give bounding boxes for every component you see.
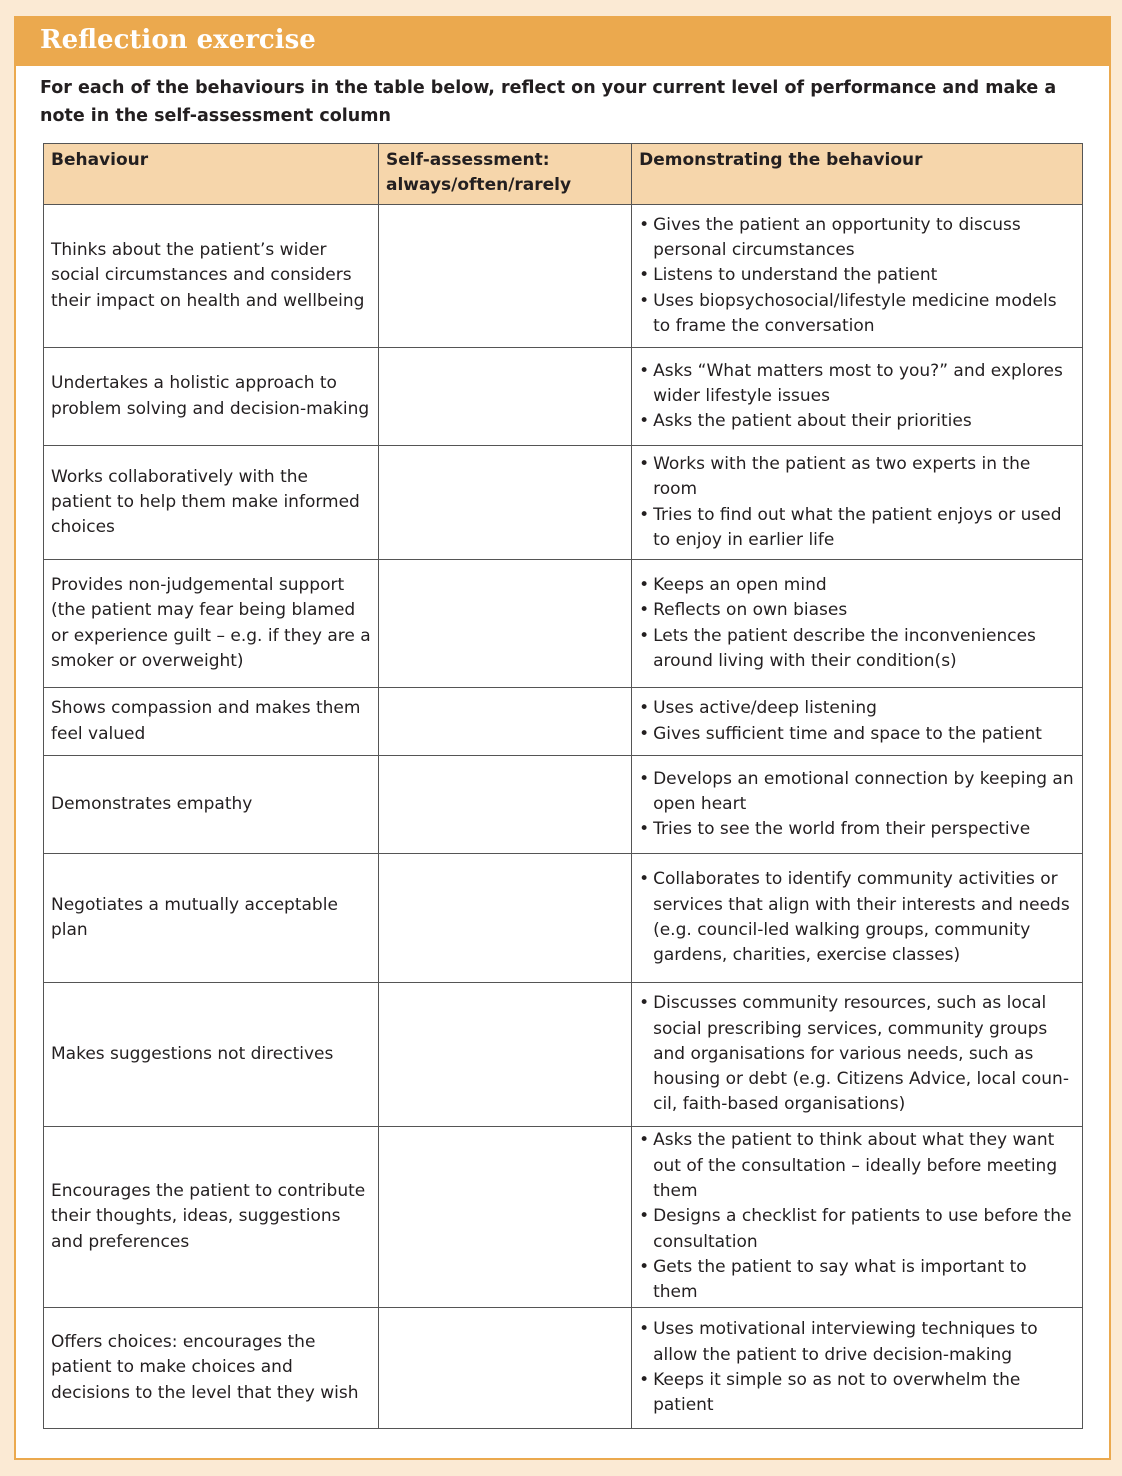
- demonstrating-cell: Asks the patient to think about what the…: [631, 1126, 1083, 1308]
- self-assessment-cell[interactable]: [377, 687, 633, 756]
- demonstrating-cell: Gives the patient an opportunity to disc…: [631, 204, 1083, 348]
- bullet-item: Listens to understand the patient: [639, 263, 1076, 289]
- header-behaviour: Behaviour: [43, 143, 379, 205]
- bullet-item: Keeps it simple so as not to overwhelm t…: [639, 1368, 1076, 1419]
- bullet-item: Asks “What matters most to you?” and exp…: [639, 359, 1076, 410]
- demonstrating-list: Keeps an open mindReflects on own biases…: [639, 573, 1076, 674]
- bullet-item: Designs a checklist for patients to use …: [639, 1204, 1076, 1255]
- table-row: Thinks about the patient’s wider social …: [43, 204, 1083, 348]
- bullet-item: Develops an emotional connection by keep…: [639, 767, 1076, 818]
- demonstrating-cell: Develops an emotional connection by keep…: [631, 755, 1083, 854]
- bullet-item: Tries to see the world from their perspe…: [639, 817, 1076, 843]
- table-row: Works collaboratively with the patient t…: [43, 445, 1083, 560]
- behaviour-cell: Offers choices: encourages the patient t…: [43, 1307, 379, 1429]
- demonstrating-list: Collaborates to identify community activ…: [639, 867, 1076, 968]
- bullet-item: Asks the patient about their priorities: [639, 409, 1076, 435]
- table-row: Negotiates a mutually acceptable plan Col…: [43, 853, 1083, 983]
- demonstrating-list: Uses active/deep listeningGives sufficie…: [639, 696, 1076, 747]
- self-assessment-cell[interactable]: [377, 204, 633, 348]
- table-row: Undertakes a holistic approach to proble…: [43, 347, 1083, 446]
- self-assessment-cell[interactable]: [377, 1126, 633, 1308]
- self-assessment-cell[interactable]: [377, 1307, 633, 1429]
- table-row: Provides non-judgemental support (the pa…: [43, 559, 1083, 688]
- table-row: Makes suggestions not directives Discusse…: [43, 982, 1083, 1127]
- bullet-item: Asks the patient to think about what the…: [639, 1128, 1076, 1204]
- self-assessment-cell[interactable]: [377, 559, 633, 688]
- demonstrating-list: Discusses community resources, such as l…: [639, 991, 1076, 1117]
- behaviour-table: Behaviour Self-assessment: always/often/…: [43, 143, 1083, 1429]
- behaviour-cell: Thinks about the patient’s wider social …: [43, 204, 379, 348]
- demonstrating-cell: Asks “What matters most to you?” and exp…: [631, 347, 1083, 446]
- table-row: Demonstrates empathy Develops an emotiona…: [43, 755, 1083, 854]
- demonstrating-cell: Keeps an open mindReflects on own biases…: [631, 559, 1083, 688]
- bullet-item: Works with the patient as two experts in…: [639, 452, 1076, 503]
- behaviour-cell: Makes suggestions not directives: [43, 982, 379, 1127]
- behaviour-cell: Demonstrates empathy: [43, 755, 379, 854]
- demonstrating-cell: Works with the patient as two experts in…: [631, 445, 1083, 560]
- self-assessment-cell[interactable]: [377, 982, 633, 1127]
- table-row: Encourages the patient to contribute the…: [43, 1126, 1083, 1308]
- demonstrating-list: Uses motivational interviewing technique…: [639, 1317, 1076, 1418]
- demonstrating-list: Asks the patient to think about what the…: [639, 1128, 1076, 1305]
- bullet-item: Uses biopsychosocial/lifestyle medicine …: [639, 289, 1076, 340]
- table-row: Offers choices: encourages the patient t…: [43, 1307, 1083, 1429]
- behaviour-cell: Encourages the patient to contribute the…: [43, 1126, 379, 1308]
- table-row: Shows compassion and makes them feel val…: [43, 687, 1083, 756]
- bullet-item: Gets the patient to say what is importan…: [639, 1255, 1076, 1306]
- demonstrating-cell: Uses active/deep listeningGives sufficie…: [631, 687, 1083, 756]
- behaviour-cell: Shows compassion and makes them feel val…: [43, 687, 379, 756]
- reflection-exercise-panel: Reflection exercise For each of the beha…: [14, 16, 1111, 1460]
- bullet-item: Lets the patient describe the inconvenie…: [639, 624, 1076, 675]
- self-assessment-cell[interactable]: [377, 445, 633, 560]
- bullet-item: Tries to find out what the patient enjoy…: [639, 503, 1076, 554]
- bullet-item: Uses motivational interviewing technique…: [639, 1317, 1076, 1368]
- demonstrating-list: Asks “What matters most to you?” and exp…: [639, 359, 1076, 435]
- header-demonstrating: Demonstrating the behaviour: [631, 143, 1083, 205]
- bullet-item: Gives the patient an opportunity to disc…: [639, 213, 1076, 264]
- demonstrating-list: Works with the patient as two experts in…: [639, 452, 1076, 553]
- behaviour-cell: Works collaboratively with the patient t…: [43, 445, 379, 560]
- bullet-item: Discusses community resources, such as l…: [639, 991, 1076, 1117]
- panel-title: Reflection exercise: [16, 16, 1109, 66]
- demonstrating-cell: Uses motivational interviewing technique…: [631, 1307, 1083, 1429]
- table-header-row: Behaviour Self-assessment: always/often/…: [43, 143, 1083, 205]
- demonstrating-cell: Discusses community resources, such as l…: [631, 982, 1083, 1127]
- header-self-assessment: Self-assessment: always/often/rarely: [377, 143, 633, 205]
- behaviour-cell: Negotiates a mutually acceptable plan: [43, 853, 379, 983]
- bullet-item: Uses active/deep listening: [639, 696, 1076, 722]
- behaviour-cell: Provides non-judgemental support (the pa…: [43, 559, 379, 688]
- intro-text: For each of the behaviours in the table …: [40, 78, 1057, 126]
- self-assessment-cell[interactable]: [377, 755, 633, 854]
- self-assessment-cell[interactable]: [377, 347, 633, 446]
- bullet-item: Keeps an open mind: [639, 573, 1076, 599]
- bullet-item: Collaborates to identify community activ…: [639, 867, 1076, 968]
- self-assessment-cell[interactable]: [377, 853, 633, 983]
- behaviour-cell: Undertakes a holistic approach to proble…: [43, 347, 379, 446]
- demonstrating-list: Develops an emotional connection by keep…: [639, 767, 1076, 843]
- bullet-item: Gives sufficient time and space to the p…: [639, 722, 1076, 748]
- demonstrating-list: Gives the patient an opportunity to disc…: [639, 213, 1076, 339]
- demonstrating-cell: Collaborates to identify community activ…: [631, 853, 1083, 983]
- bullet-item: Reflects on own biases: [639, 598, 1076, 624]
